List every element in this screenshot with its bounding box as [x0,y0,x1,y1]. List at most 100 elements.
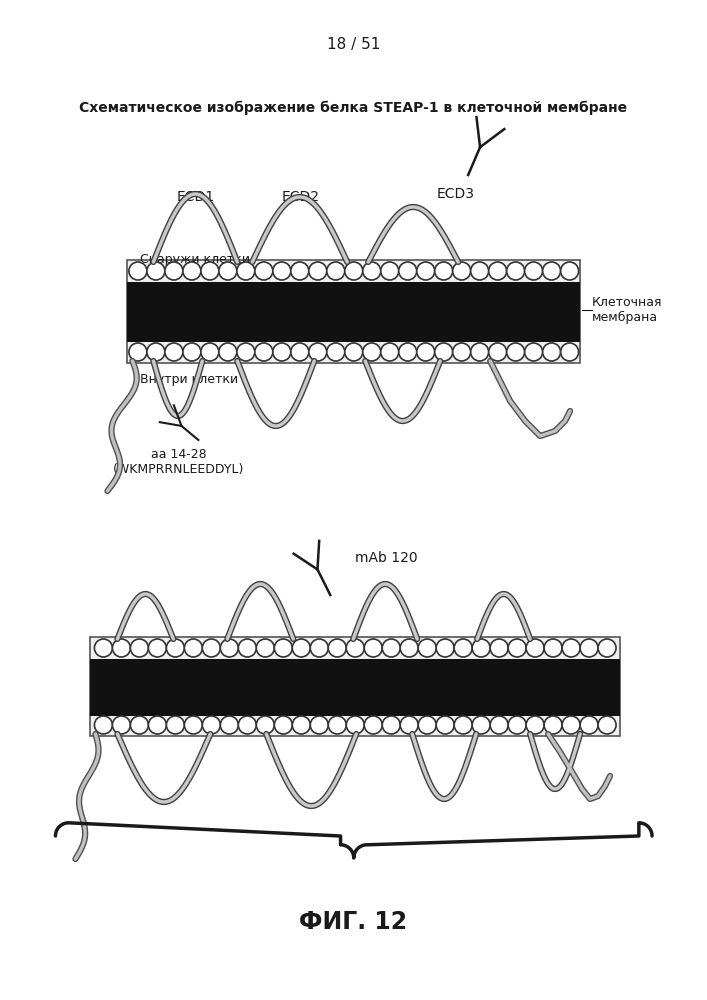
Bar [127,260,580,363]
Circle shape [237,343,255,361]
Circle shape [525,343,542,361]
Text: Снаружи клетки: Снаружи клетки [141,253,250,266]
Bar [320,282,337,342]
Circle shape [201,343,219,361]
Circle shape [148,639,166,657]
Circle shape [507,262,525,280]
Circle shape [310,716,328,734]
Bar [240,659,257,716]
Circle shape [508,716,526,734]
Circle shape [562,639,580,657]
Bar [180,659,197,716]
Circle shape [561,262,578,280]
Circle shape [454,639,472,657]
Circle shape [490,639,508,657]
Circle shape [363,343,381,361]
Circle shape [472,639,490,657]
Circle shape [219,343,237,361]
Circle shape [490,716,508,734]
Circle shape [129,343,147,361]
Circle shape [381,262,399,280]
Circle shape [201,262,219,280]
Circle shape [328,716,346,734]
Circle shape [471,343,489,361]
Circle shape [310,639,328,657]
Circle shape [562,716,580,734]
Circle shape [544,716,562,734]
Circle shape [185,716,202,734]
Circle shape [416,262,435,280]
Circle shape [148,716,166,734]
Circle shape [382,639,400,657]
Circle shape [435,262,452,280]
Circle shape [273,343,291,361]
Circle shape [489,343,507,361]
Circle shape [452,343,471,361]
Circle shape [130,716,148,734]
Circle shape [328,639,346,657]
Circle shape [363,262,381,280]
Circle shape [526,716,544,734]
Circle shape [489,262,507,280]
Circle shape [435,343,452,361]
Circle shape [95,639,112,657]
Circle shape [416,343,435,361]
Text: 18 / 51: 18 / 51 [327,37,380,52]
Text: ECD1: ECD1 [176,190,214,204]
Circle shape [327,343,345,361]
Circle shape [257,639,274,657]
Circle shape [238,716,257,734]
Circle shape [472,716,490,734]
Circle shape [147,262,165,280]
Text: aa 14-28
(WKMPRRNLEEDDYL): aa 14-28 (WKMPRRNLEEDDYL) [112,448,244,476]
Bar [127,282,580,342]
Circle shape [454,716,472,734]
Bar [161,282,180,342]
Circle shape [165,262,183,280]
Circle shape [165,343,183,361]
Circle shape [237,262,255,280]
Bar [90,659,620,716]
Circle shape [507,343,525,361]
Bar [209,282,228,342]
Circle shape [221,716,238,734]
Circle shape [130,639,148,657]
Text: Внутри клетки: Внутри клетки [141,373,238,386]
Circle shape [561,343,578,361]
Bar [303,659,318,716]
Circle shape [419,716,436,734]
Bar [262,282,279,342]
Circle shape [183,262,201,280]
Circle shape [129,262,147,280]
Circle shape [291,262,309,280]
Circle shape [238,639,257,657]
Circle shape [183,343,201,361]
Circle shape [364,639,382,657]
Circle shape [202,716,221,734]
Text: Схематическое изображение белка STEAP-1 в клеточной мембране: Схематическое изображение белка STEAP-1 … [79,101,627,115]
Bar [428,282,446,342]
Circle shape [309,262,327,280]
Circle shape [381,343,399,361]
Circle shape [345,262,363,280]
Bar [425,659,441,716]
Circle shape [580,716,598,734]
Circle shape [525,262,542,280]
Text: ФИГ. 12: ФИГ. 12 [299,910,407,934]
Circle shape [166,716,185,734]
Circle shape [309,343,327,361]
Text: ECD2: ECD2 [281,190,320,204]
Circle shape [542,262,561,280]
Circle shape [202,639,221,657]
Circle shape [273,262,291,280]
Circle shape [399,343,416,361]
Circle shape [255,343,273,361]
Circle shape [112,639,130,657]
Circle shape [399,262,416,280]
Circle shape [185,639,202,657]
Bar [127,659,144,716]
Circle shape [166,639,185,657]
Circle shape [255,262,273,280]
Circle shape [221,639,238,657]
Circle shape [400,716,419,734]
